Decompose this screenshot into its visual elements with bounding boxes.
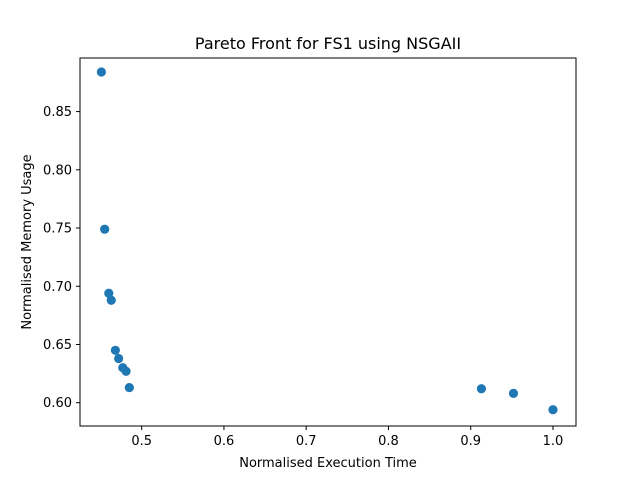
data-point <box>114 353 124 364</box>
data-points <box>96 67 558 415</box>
data-point <box>96 67 106 77</box>
y-tick-label: 0.65 <box>43 338 72 353</box>
data-point <box>106 295 116 305</box>
y-tick-label: 0.75 <box>43 222 72 237</box>
x-tick-label: 0.6 <box>214 434 235 449</box>
x-tick-label: 0.8 <box>378 434 399 449</box>
x-tick-label: 0.7 <box>296 434 317 449</box>
data-point <box>100 224 110 234</box>
x-tick-label: 1.0 <box>543 434 564 449</box>
data-point <box>508 388 519 398</box>
x-axis-label: Normalised Execution Time <box>239 456 417 471</box>
x-tick-label: 0.5 <box>131 434 152 449</box>
y-tick-label: 0.80 <box>43 163 72 178</box>
y-tick-label: 0.85 <box>43 105 72 120</box>
plot-frame <box>79 57 577 427</box>
data-point <box>110 345 120 355</box>
data-point <box>121 366 131 376</box>
chart-title: Pareto Front for FS1 using NSGAII <box>195 34 461 53</box>
y-tick-label: 0.60 <box>43 396 72 411</box>
data-point <box>104 288 114 298</box>
data-point <box>124 382 134 393</box>
axis-ticks: 0.5 0.6 0.7 0.8 0.9 1.0 0.60 0.65 0.70 0.75 0.80 0.… <box>43 105 563 449</box>
data-point <box>476 384 487 394</box>
y-tick-label: 0.70 <box>43 280 72 295</box>
x-tick-label: 0.9 <box>460 434 481 449</box>
data-point <box>548 405 558 415</box>
y-axis-label: Normalised Memory Usage <box>20 154 35 329</box>
